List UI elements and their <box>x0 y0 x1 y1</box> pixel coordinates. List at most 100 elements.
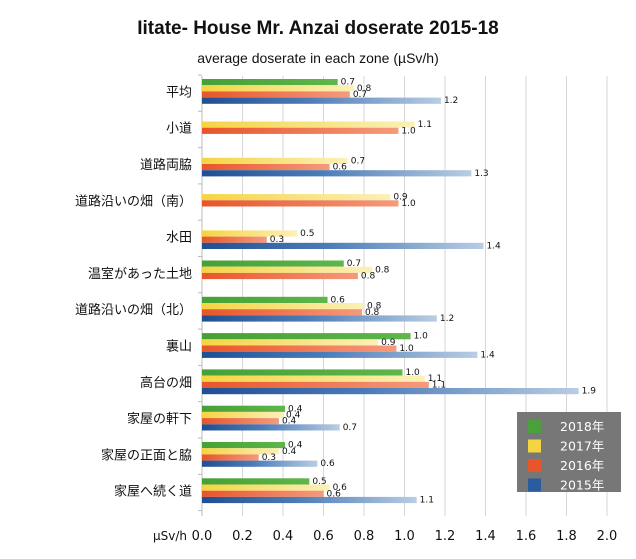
bar-2017 <box>202 157 348 164</box>
bar-2016 <box>202 418 279 425</box>
legend-label-2018: 2018年 <box>560 419 604 434</box>
bar-2018 <box>202 369 403 376</box>
data-label: 0.9 <box>393 193 408 203</box>
legend-swatch-2015 <box>528 478 541 492</box>
data-label: 0.3 <box>270 235 284 245</box>
bar-2018 <box>202 442 286 449</box>
bar-2016 <box>202 236 267 243</box>
category-label: 裏山 <box>166 340 192 355</box>
bar-2018 <box>202 296 328 303</box>
bar-2017 <box>202 303 364 310</box>
bar-2018 <box>202 333 411 340</box>
x-tick-label: 2.0 <box>597 529 618 544</box>
category-label: 小道 <box>166 122 192 137</box>
legend-label-2017: 2017年 <box>560 439 604 454</box>
bar-2016 <box>202 490 324 497</box>
data-label: 1.1 <box>432 380 446 390</box>
bar-2015 <box>202 496 417 504</box>
bar-2017 <box>202 194 391 201</box>
data-label: 0.4 <box>282 417 297 427</box>
bar-2018 <box>202 260 344 267</box>
bar-2016 <box>202 272 358 280</box>
data-label: 0.6 <box>320 459 335 469</box>
x-tick-label: 0.6 <box>313 529 334 544</box>
x-axis-label: µSv/h <box>153 529 187 543</box>
data-label: 0.7 <box>341 78 355 88</box>
bar-2016 <box>202 91 350 98</box>
x-tick-label: 0.4 <box>273 529 294 544</box>
category-label: 道路沿いの畑（南） <box>75 193 192 209</box>
bar-2016 <box>202 345 397 352</box>
data-label: 1.0 <box>399 344 414 354</box>
data-label: 1.0 <box>401 199 416 209</box>
x-tick-label: 1.4 <box>475 529 496 544</box>
bar-2017 <box>202 339 379 346</box>
bar-2016 <box>202 381 429 388</box>
data-label: 1.0 <box>405 368 420 378</box>
bar-2017 <box>202 448 279 455</box>
chart-subtitle: average doserate in each zone (µSv/h) <box>197 50 439 66</box>
data-label: 1.4 <box>480 350 495 360</box>
bar-2016 <box>202 200 399 207</box>
bars <box>202 79 579 504</box>
bar-2016 <box>202 454 259 461</box>
bar-2016 <box>202 127 399 134</box>
legend-swatch-2016 <box>528 459 541 472</box>
bar-2015 <box>202 242 484 249</box>
bar-2017 <box>202 484 330 491</box>
data-label: 0.4 <box>286 411 301 421</box>
data-label: 0.7 <box>351 156 365 166</box>
data-label: 0.4 <box>288 441 303 451</box>
data-label: 0.8 <box>367 302 382 312</box>
data-label: 0.6 <box>331 295 346 305</box>
data-label: 1.2 <box>444 96 458 106</box>
data-label: 1.4 <box>486 241 501 251</box>
x-tick-label: 1.6 <box>516 529 537 544</box>
bar-2016 <box>202 164 330 171</box>
data-label: 1.2 <box>440 314 454 324</box>
bar-2015 <box>202 388 579 395</box>
bar-2017 <box>202 121 415 128</box>
data-label: 0.8 <box>361 272 376 282</box>
x-tick-label: 0.8 <box>354 529 375 544</box>
data-label: 0.4 <box>288 404 303 414</box>
legend-label-2016: 2016年 <box>560 458 604 473</box>
category-label: 家屋の正面と脇 <box>101 447 192 463</box>
category-label: 温室があった土地 <box>88 266 192 282</box>
data-label: 0.6 <box>327 489 342 499</box>
bar-2017 <box>202 411 283 419</box>
bar-2018 <box>202 405 286 412</box>
data-label: 1.1 <box>428 374 442 384</box>
data-label: 0.3 <box>262 453 276 463</box>
legend-label-2015: 2015年 <box>560 478 604 493</box>
x-tick-label: 0.2 <box>232 529 253 544</box>
category-label: 道路沿いの畑（北） <box>75 302 192 318</box>
bar-2017 <box>202 85 354 92</box>
x-tick-label: 1.0 <box>394 529 415 544</box>
data-label: 0.8 <box>357 84 372 94</box>
legend-swatch-2018 <box>528 420 541 433</box>
data-label: 0.9 <box>381 338 396 348</box>
data-label: 1.1 <box>418 120 432 130</box>
bar-2018 <box>202 478 310 485</box>
category-label: 平均 <box>166 85 192 100</box>
data-label: 0.5 <box>300 229 314 239</box>
data-label: 1.3 <box>474 169 488 179</box>
data-label: 0.5 <box>312 477 326 487</box>
data-labels: 0.70.80.71.21.11.00.70.61.30.91.00.50.31… <box>262 78 597 506</box>
data-label: 0.8 <box>365 308 380 318</box>
category-label: 高台の畑 <box>140 375 192 391</box>
bar-2015 <box>202 315 437 322</box>
data-label: 0.6 <box>333 163 348 173</box>
x-tick-label: 0.0 <box>192 529 213 544</box>
data-label: 0.6 <box>333 483 348 493</box>
bar-2018 <box>202 79 338 86</box>
bar-2016 <box>202 309 362 316</box>
category-label: 水田 <box>166 231 192 246</box>
bar-2017 <box>202 230 298 237</box>
category-label: 道路両脇 <box>140 157 192 173</box>
data-label: 0.7 <box>343 423 357 433</box>
legend: 2018年 2017年 2016年 2015年 <box>517 412 621 493</box>
